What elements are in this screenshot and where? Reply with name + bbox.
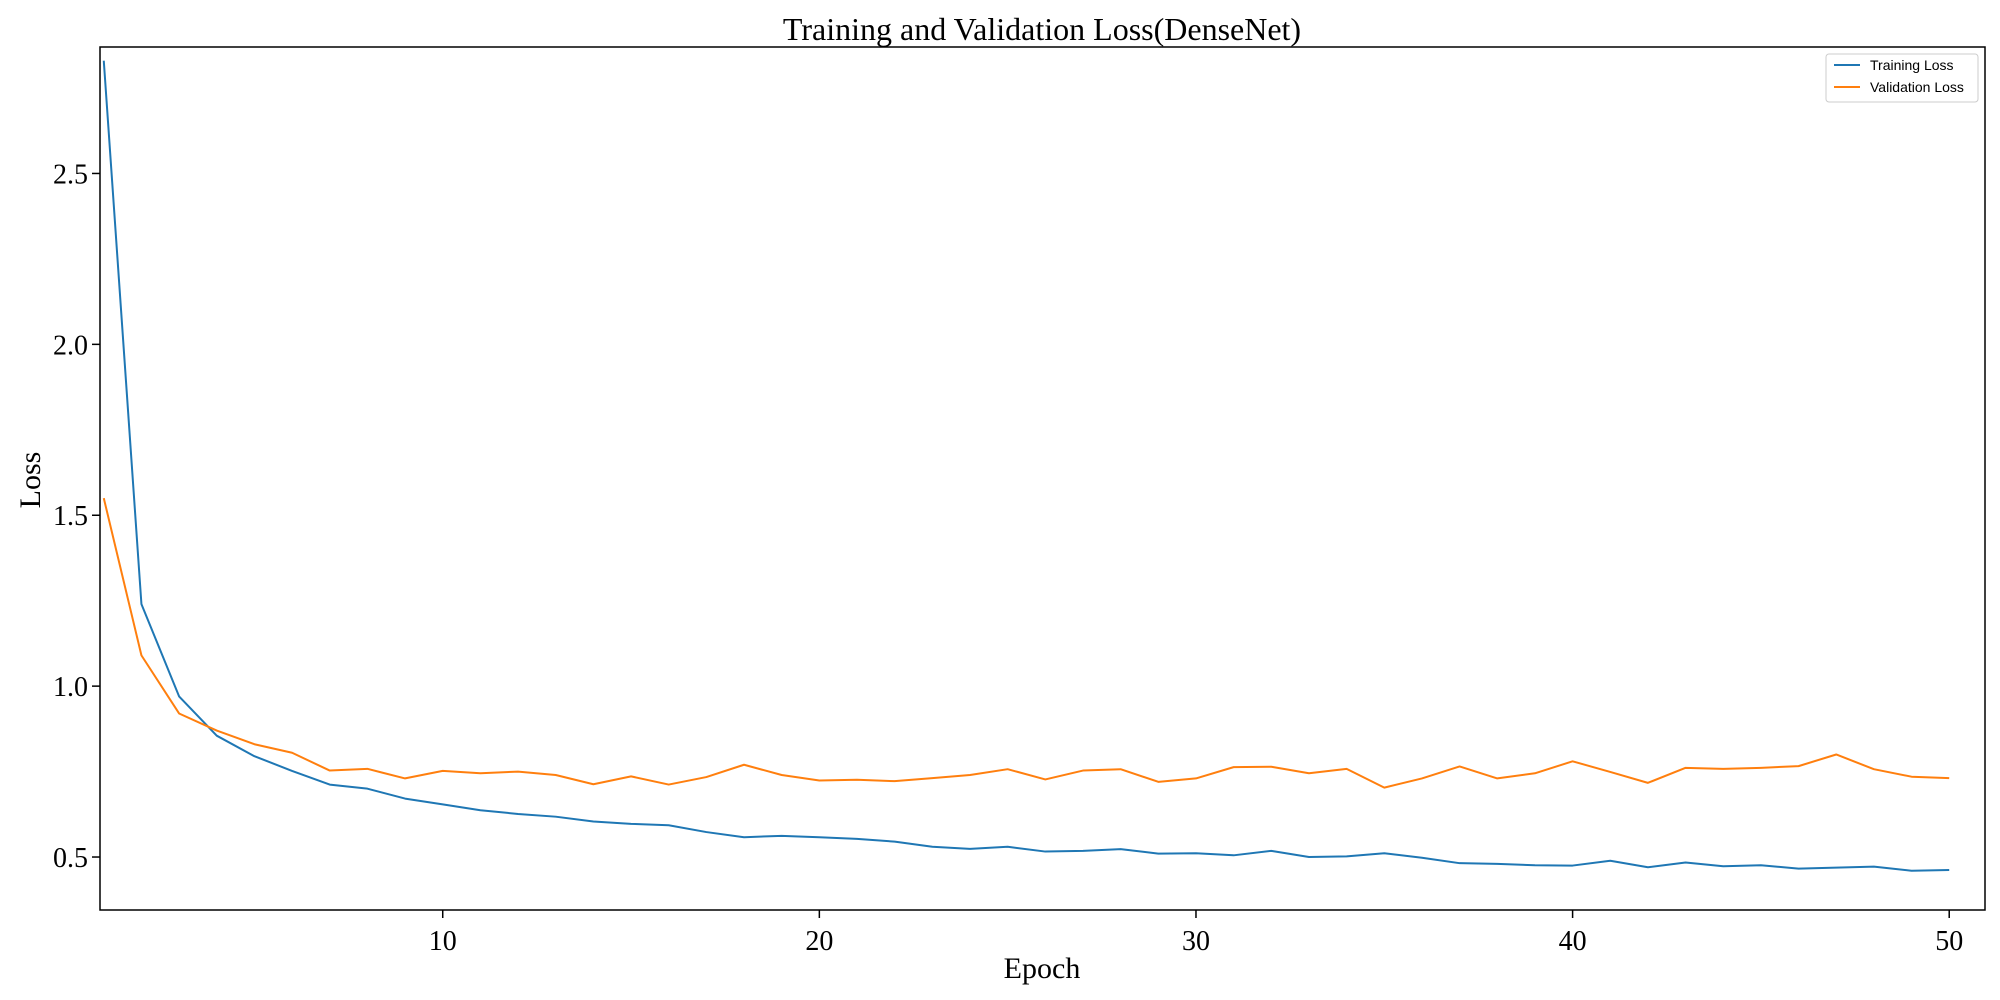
- y-tick-label: 0.5: [53, 843, 88, 874]
- x-tick-label: 20: [805, 926, 833, 957]
- y-tick-label: 2.5: [53, 159, 88, 190]
- training-loss-line: [102, 60, 1950, 872]
- y-tick-label: 1.0: [53, 672, 88, 703]
- x-tick-label: 40: [1559, 926, 1587, 957]
- y-tick-label: 2.0: [53, 330, 88, 361]
- legend-box: [1825, 53, 1979, 103]
- x-tick-label: 10: [429, 926, 457, 957]
- legend-label-validation: Validation Loss: [1870, 79, 1964, 95]
- y-axis-ticks: 0.5 1.0 1.5 2.0 2.5: [53, 159, 100, 874]
- validation-loss-line: [102, 497, 1950, 789]
- legend-label-training: Training Loss: [1870, 57, 1954, 73]
- legend: Training Loss Validation Loss: [1825, 53, 1979, 103]
- series-layer: [102, 60, 1950, 872]
- x-axis-ticks: 10 20 30 40 50: [429, 910, 1963, 957]
- x-tick-label: 30: [1182, 926, 1210, 957]
- y-tick-label: 1.5: [53, 501, 88, 532]
- x-tick-label: 50: [1935, 926, 1963, 957]
- chart-title: Training and Validation Loss(DenseNet): [783, 11, 1301, 47]
- x-axis-label: Epoch: [1004, 952, 1081, 985]
- y-axis-label: Loss: [14, 452, 47, 509]
- plot-frame: [99, 46, 1986, 911]
